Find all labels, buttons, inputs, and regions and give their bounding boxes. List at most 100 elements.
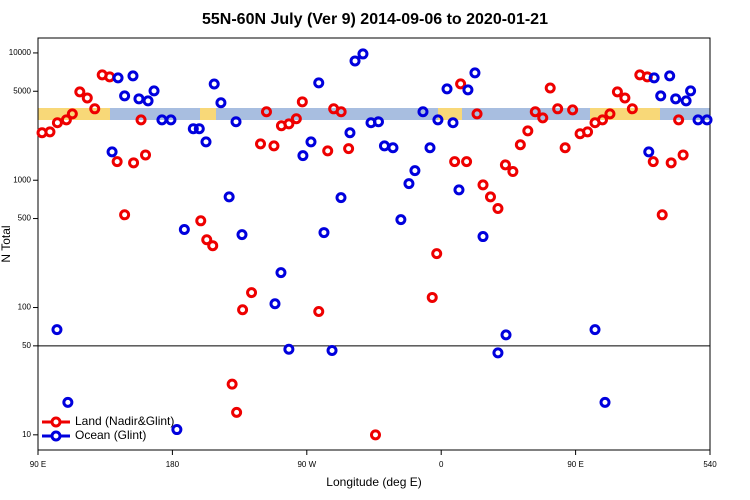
point	[283, 343, 295, 355]
legend-label: Ocean (Glint)	[75, 428, 146, 442]
point	[664, 70, 676, 82]
point	[313, 77, 325, 89]
point	[403, 178, 415, 190]
x-tick-label: 90 W	[297, 460, 316, 469]
point	[127, 70, 139, 82]
point	[507, 166, 519, 178]
point	[246, 287, 258, 299]
point	[148, 85, 160, 97]
point	[208, 78, 220, 90]
point	[119, 209, 131, 221]
point	[670, 93, 682, 105]
point	[626, 103, 638, 115]
point	[226, 378, 238, 390]
point	[178, 224, 190, 236]
y-tick-label: 10000	[9, 48, 32, 57]
legend: Land (Nadir&Glint)Ocean (Glint)	[42, 414, 174, 442]
point	[484, 191, 496, 203]
point	[372, 116, 384, 128]
legend-marker	[50, 416, 62, 428]
point	[477, 179, 489, 191]
point	[171, 424, 183, 436]
y-tick-label: 500	[18, 214, 32, 223]
x-tick-label: 90 E	[567, 460, 583, 469]
band-blue	[462, 108, 590, 120]
point	[44, 126, 56, 138]
point	[269, 298, 281, 310]
point	[237, 304, 249, 316]
point	[201, 234, 213, 246]
point	[387, 142, 399, 154]
point	[260, 106, 272, 118]
point	[111, 156, 123, 168]
point	[514, 139, 526, 151]
point	[215, 97, 227, 109]
y-tick-label: 10	[22, 430, 31, 439]
point	[432, 114, 444, 126]
plot-frame	[37, 37, 711, 451]
point	[680, 95, 692, 107]
y-tick-label: 50	[22, 341, 31, 350]
point	[297, 150, 309, 162]
point	[522, 125, 534, 137]
point	[223, 191, 235, 203]
point	[441, 83, 453, 95]
point	[409, 165, 421, 177]
point	[369, 429, 381, 441]
point	[499, 159, 511, 171]
point	[322, 145, 334, 157]
point	[140, 149, 152, 161]
point	[187, 123, 199, 135]
y-tick-label: 1000	[13, 175, 31, 184]
point	[544, 82, 556, 94]
point	[378, 140, 390, 152]
point	[453, 184, 465, 196]
point	[647, 156, 659, 168]
point	[673, 114, 685, 126]
point	[207, 240, 219, 252]
chart-title: 55N-60N July (Ver 9) 2014-09-06 to 2020-…	[202, 11, 548, 28]
point	[62, 396, 74, 408]
point	[135, 114, 147, 126]
point	[106, 146, 118, 158]
point	[537, 112, 549, 124]
point	[165, 114, 177, 126]
point	[142, 95, 154, 107]
legend-label: Land (Nadir&Glint)	[75, 414, 174, 428]
point	[275, 267, 287, 279]
point	[611, 86, 623, 98]
point	[492, 202, 504, 214]
point	[462, 84, 474, 96]
point	[195, 215, 207, 227]
point	[582, 126, 594, 138]
point	[200, 136, 212, 148]
point	[60, 114, 72, 126]
point	[51, 117, 63, 129]
y-axis-label: N Total	[0, 225, 13, 262]
point	[656, 209, 668, 221]
point	[112, 72, 124, 84]
point	[426, 291, 438, 303]
point	[648, 72, 660, 84]
x-tick-label: 540	[703, 460, 717, 469]
point	[104, 71, 116, 83]
point	[477, 231, 489, 243]
band-blue	[110, 108, 200, 120]
point	[552, 103, 564, 115]
point	[255, 138, 267, 150]
point	[344, 127, 356, 139]
point	[119, 90, 131, 102]
point	[529, 106, 541, 118]
point	[268, 140, 280, 152]
y-tick-label: 5000	[13, 86, 31, 95]
x-axis-label: Longitude (deg E)	[326, 475, 421, 489]
point	[589, 324, 601, 336]
legend-marker	[50, 430, 62, 442]
point	[455, 78, 467, 90]
point	[500, 329, 512, 341]
point	[335, 192, 347, 204]
point	[357, 48, 369, 60]
point	[701, 114, 713, 126]
point	[596, 114, 608, 126]
point	[655, 90, 667, 102]
